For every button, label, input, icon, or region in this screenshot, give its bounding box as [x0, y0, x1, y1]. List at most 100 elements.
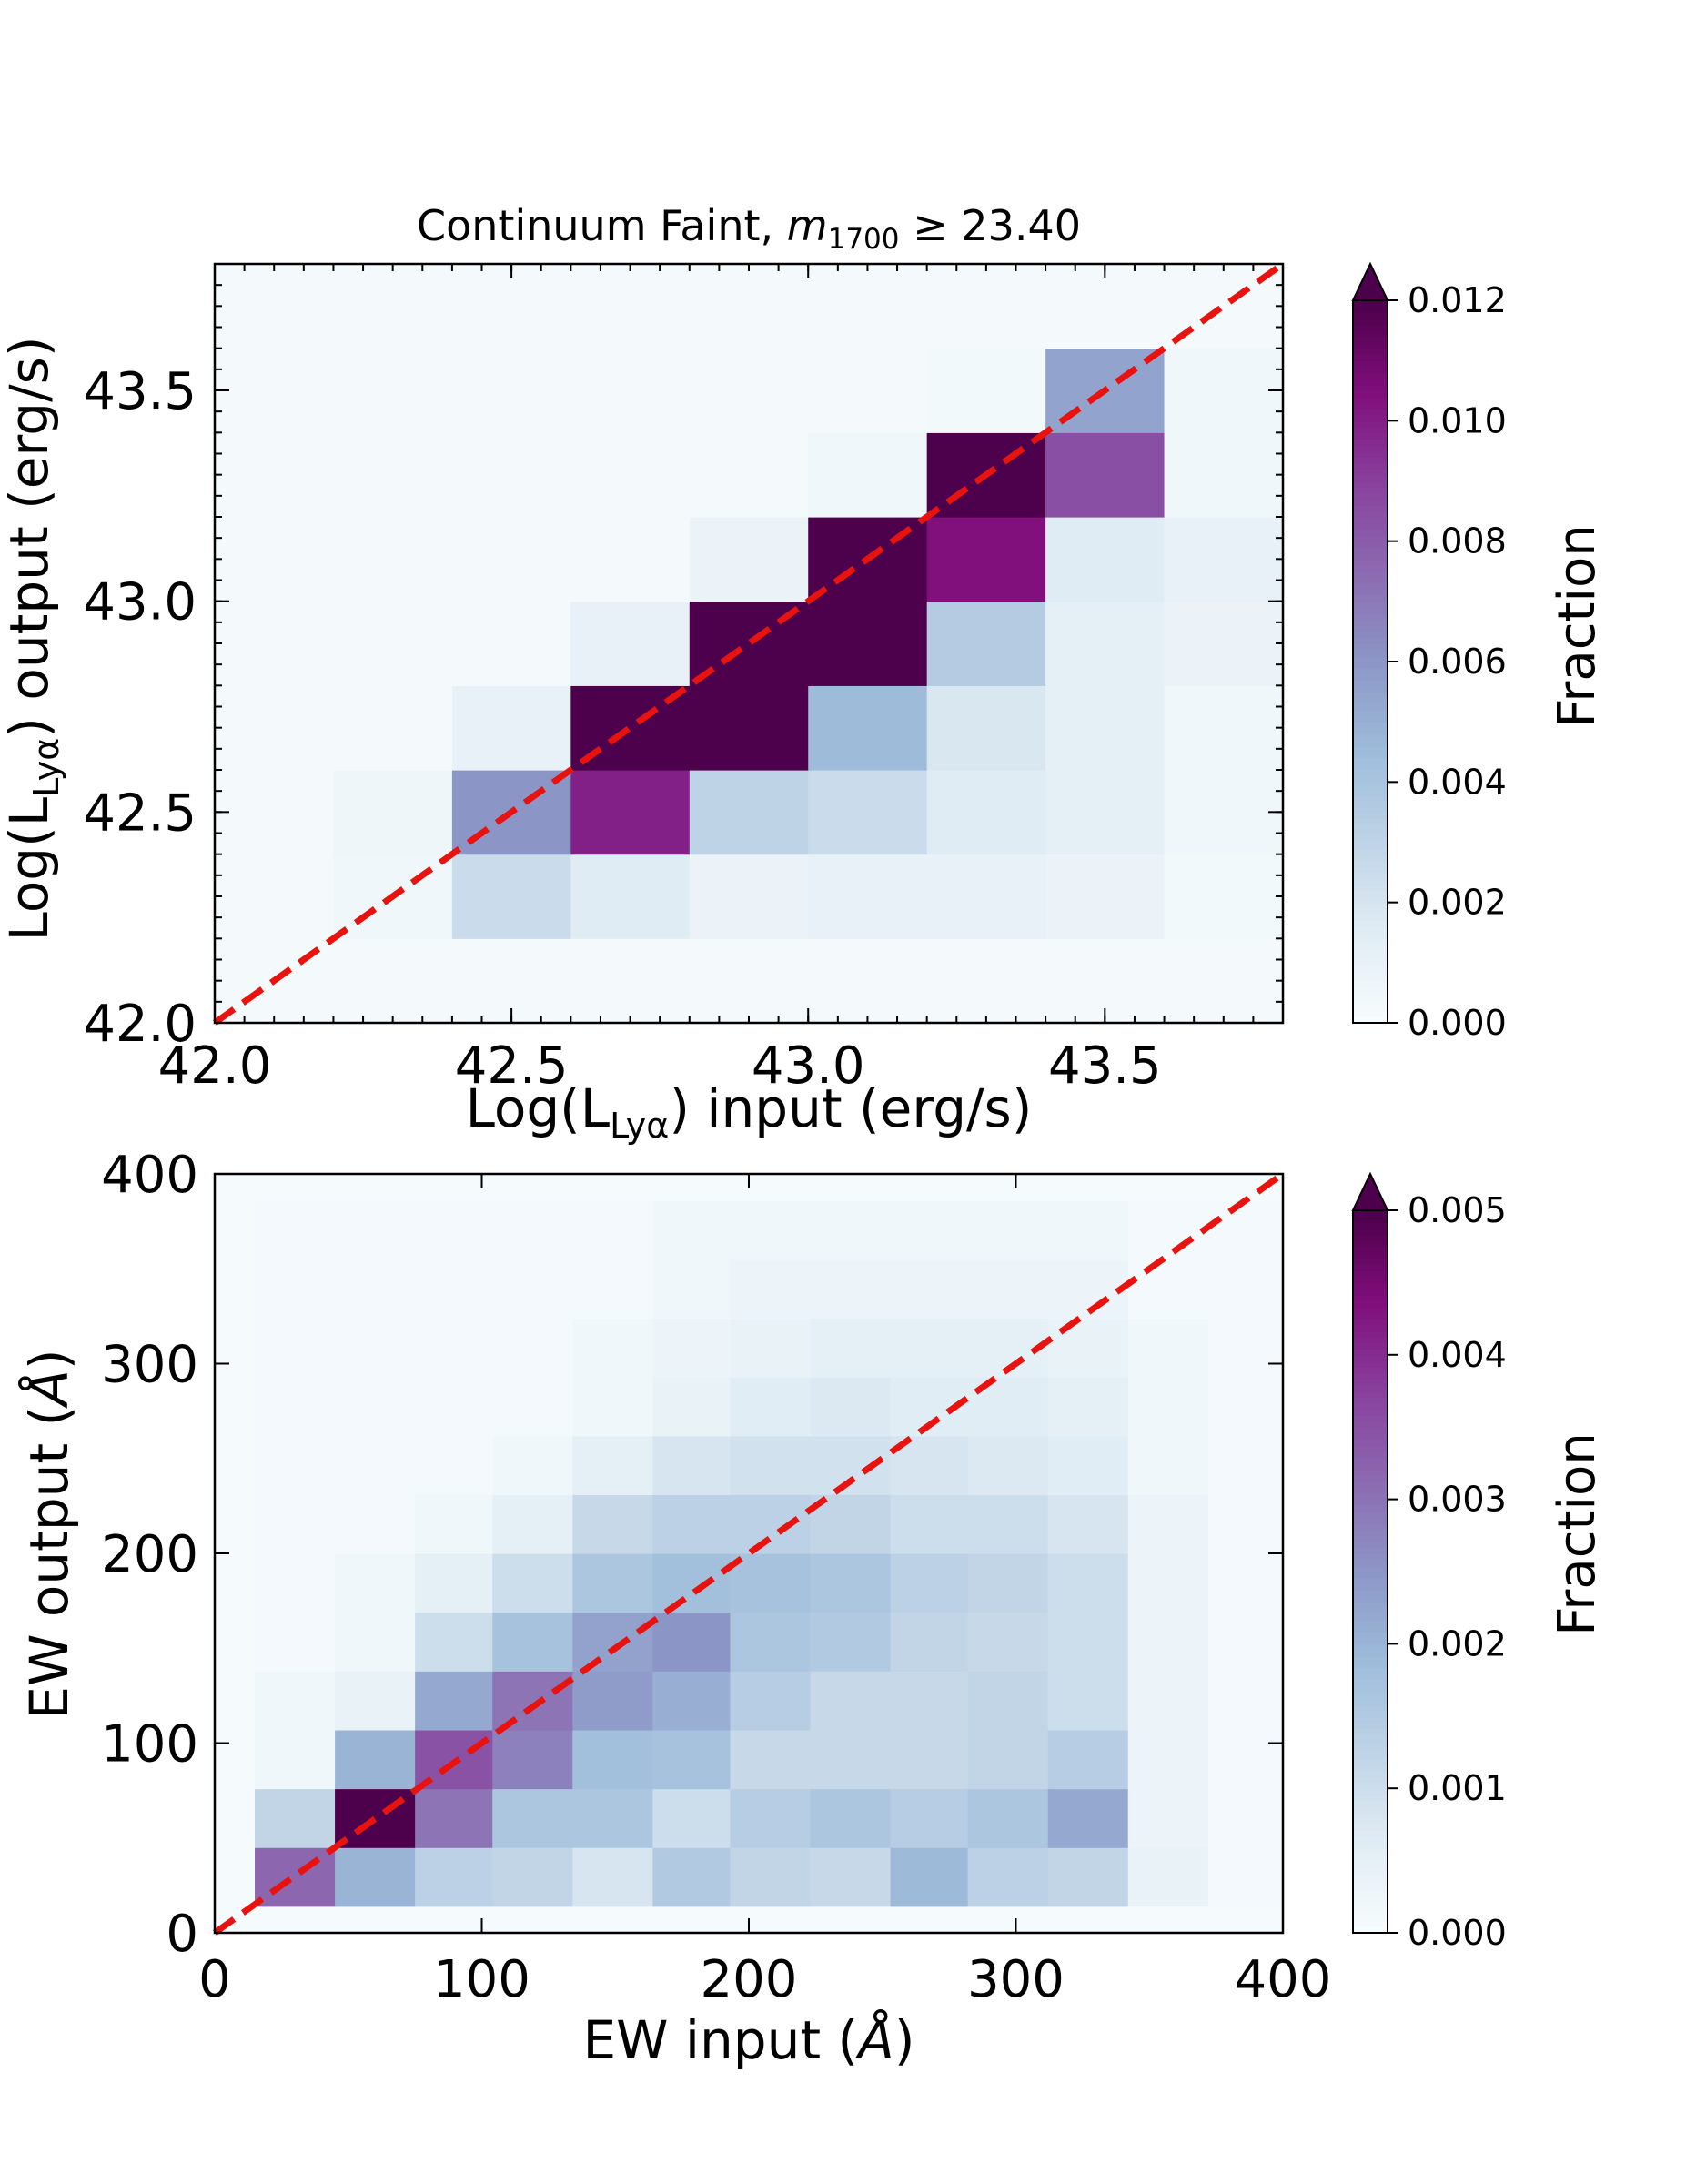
colorbar-segment [1353, 552, 1388, 561]
heatmap-cell [335, 1553, 416, 1613]
heatmap-cell [1127, 1259, 1209, 1320]
heatmap-cell [730, 1553, 812, 1613]
heatmap-cell [492, 1553, 573, 1613]
colorbar-segment [1353, 1553, 1388, 1561]
colorbar-segment [1353, 474, 1388, 482]
colorbar-segment [1353, 685, 1388, 693]
colorbar-segment [1353, 1926, 1388, 1934]
heatmap-cell [570, 348, 691, 433]
colorbar-segment [1353, 812, 1388, 819]
heatmap-cell [808, 601, 928, 686]
colorbar-segment [1353, 487, 1388, 494]
heatmap-cell [1045, 517, 1166, 602]
heatmap-cell [492, 1788, 573, 1848]
colorbar-segment [1353, 1300, 1388, 1308]
x-tick-label: 43.5 [1048, 1036, 1162, 1096]
colorbar-segment [1353, 1885, 1388, 1892]
colorbar-segment [1353, 625, 1388, 632]
colorbar-segment [1353, 384, 1388, 392]
heatmap-cell [1047, 1318, 1129, 1378]
luminosity-panel: Continuum Faint, m1700 ≥ 23.40 42.0 42.5 4… [0, 201, 1607, 1146]
heatmap-cell [1164, 432, 1284, 518]
colorbar-segment [1353, 522, 1388, 531]
colorbar-segment [1353, 450, 1388, 458]
colorbar-segment [1353, 1715, 1388, 1724]
heatmap-cell [926, 264, 1046, 349]
colorbar-segment [1353, 697, 1388, 705]
colorbar-segment [1353, 1432, 1388, 1441]
heatmap-cell [572, 1435, 653, 1495]
heatmap-cell [415, 1788, 493, 1848]
heatmap-cell [255, 1259, 336, 1320]
heatmap-cell [1127, 1553, 1209, 1613]
heatmap-cell [255, 1788, 336, 1848]
heatmap-cell [890, 1553, 969, 1613]
heatmap-cell [1127, 1318, 1209, 1378]
colorbar-segment [1353, 306, 1388, 314]
heatmap-cell [1207, 1788, 1284, 1848]
heatmap-cell [415, 1553, 493, 1613]
colorbar-segment [1353, 673, 1388, 681]
heatmap-cell [492, 1847, 573, 1907]
heatmap-cell [415, 1377, 493, 1437]
colorbar-segment [1353, 1481, 1388, 1489]
colorbar-segment [1353, 1710, 1388, 1717]
colorbar-segment [1353, 1890, 1388, 1898]
heatmap-cell [572, 1377, 653, 1437]
heatmap-cell [1207, 1259, 1284, 1320]
heatmap-cell [652, 1612, 732, 1672]
colorbar-segment [1353, 1216, 1388, 1224]
colorbar-segment [1353, 637, 1388, 644]
colorbar-segment [1353, 511, 1388, 518]
colorbar-segment [1353, 1697, 1388, 1705]
colorbar-segment [1353, 1794, 1388, 1802]
heatmap-cell [689, 348, 809, 433]
colorbar-segment [1353, 1655, 1388, 1663]
heatmap-cell [255, 1671, 336, 1731]
heatmap-cell [1164, 517, 1284, 602]
colorbar-tick-label: 0.006 [1408, 642, 1507, 682]
heatmap-cell [570, 854, 691, 939]
heatmap-cell [572, 1788, 653, 1848]
colorbar-segment [1353, 986, 1388, 994]
heatmap-cell [335, 1174, 416, 1201]
colorbar-segment [1353, 1402, 1388, 1410]
axis-ticks: 0 100 200 300 400 0 100 200 300 400 [101, 1146, 1331, 2009]
heatmap-cell [1207, 1906, 1284, 1934]
heatmap-cell [572, 1494, 653, 1554]
heatmap-cell [1207, 1377, 1284, 1437]
heatmap-cell [926, 854, 1046, 939]
heatmap-cell [1047, 1494, 1129, 1554]
colorbar-segment [1353, 1005, 1388, 1012]
colorbar-segment [1353, 366, 1388, 374]
x-tick-label: 200 [701, 1950, 798, 2009]
heatmap-cell [967, 1200, 1049, 1260]
heatmap-cell [215, 1671, 256, 1731]
colorbar-segment [1353, 1848, 1388, 1855]
x-axis-label: EW input (Å) [582, 2008, 914, 2071]
heatmap-cell [810, 1553, 892, 1613]
heatmap-cell [689, 854, 809, 939]
colorbar-segment [1353, 1427, 1388, 1434]
heatmap-cell [890, 1612, 969, 1672]
colorbar-segment [1353, 1210, 1388, 1218]
heatmap-cell [730, 1788, 812, 1848]
colorbar-segment [1353, 1270, 1388, 1278]
heatmap-cell [415, 1318, 493, 1378]
colorbar-segment [1353, 1010, 1388, 1018]
colorbar-segment [1353, 1222, 1388, 1229]
heatmap-cell [492, 1259, 573, 1320]
colorbar-segment [1353, 1306, 1388, 1314]
y-tick-label: 300 [101, 1336, 198, 1395]
heatmap-cell [1127, 1174, 1209, 1201]
colorbar-tick-label: 0.003 [1408, 1480, 1507, 1520]
colorbar-segment [1353, 318, 1388, 326]
heatmap-cell [415, 1847, 493, 1907]
heatmap-cell [215, 1788, 256, 1848]
heatmap-cell [415, 1906, 493, 1934]
heatmap-cell [1127, 1494, 1209, 1554]
heatmap-cell [492, 1200, 573, 1260]
colorbar-segment [1353, 1379, 1388, 1386]
colorbar-segment [1353, 613, 1388, 621]
colorbar-segment [1353, 1613, 1388, 1621]
